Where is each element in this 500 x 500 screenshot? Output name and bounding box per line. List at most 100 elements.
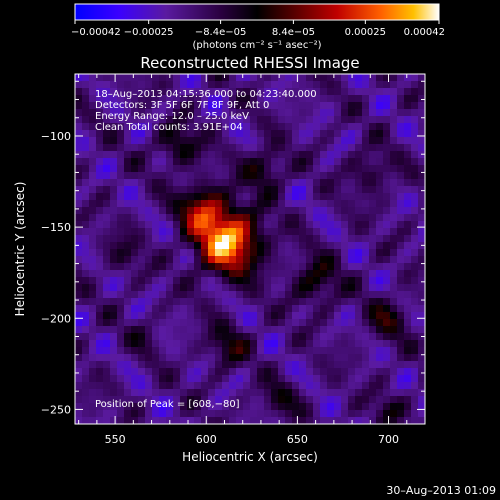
heatmap-cell <box>145 326 153 334</box>
heatmap-cell <box>201 228 209 236</box>
heatmap-cell <box>299 130 307 138</box>
heatmap-cell <box>82 347 90 355</box>
heatmap-cell <box>131 333 139 341</box>
heatmap-cell <box>131 312 139 320</box>
heatmap-cell <box>369 214 377 222</box>
heatmap-cell <box>292 193 300 201</box>
heatmap-cell <box>103 109 111 117</box>
heatmap-cell <box>376 207 384 215</box>
heatmap-cell <box>243 137 251 145</box>
heatmap-cell <box>124 256 132 264</box>
heatmap-cell <box>201 284 209 292</box>
heatmap-cell <box>208 368 216 376</box>
heatmap-cell <box>397 375 405 383</box>
heatmap-cell <box>236 214 244 222</box>
heatmap-cell <box>117 417 125 425</box>
heatmap-cell <box>271 102 279 110</box>
heatmap-cell <box>278 116 286 124</box>
heatmap-cell <box>194 109 202 117</box>
heatmap-cell <box>341 130 349 138</box>
heatmap-cell <box>271 375 279 383</box>
heatmap-cell <box>299 186 307 194</box>
heatmap-cell <box>334 291 342 299</box>
heatmap-cell <box>397 361 405 369</box>
heatmap-cell <box>264 291 272 299</box>
heatmap-cell <box>145 74 153 82</box>
heatmap-cell <box>376 326 384 334</box>
heatmap-cell <box>341 396 349 404</box>
heatmap-cell <box>208 312 216 320</box>
heatmap-cell <box>383 123 391 131</box>
heatmap-cell <box>264 235 272 243</box>
heatmap-cell <box>320 249 328 257</box>
heatmap-cell <box>376 263 384 271</box>
heatmap-cell <box>397 284 405 292</box>
heatmap-cell <box>285 277 293 285</box>
heatmap-cell <box>320 123 328 131</box>
heatmap-cell <box>110 347 118 355</box>
heatmap-cell <box>383 116 391 124</box>
heatmap-cell <box>313 172 321 180</box>
heatmap-cell <box>208 165 216 173</box>
heatmap-cell <box>75 102 83 110</box>
heatmap-cell <box>201 277 209 285</box>
heatmap-cell <box>145 144 153 152</box>
heatmap-cell <box>306 137 314 145</box>
heatmap-cell <box>313 137 321 145</box>
heatmap-cell <box>82 172 90 180</box>
heatmap-cell <box>152 312 160 320</box>
heatmap-cell <box>222 228 230 236</box>
heatmap-cell <box>383 354 391 362</box>
heatmap-cell <box>250 375 258 383</box>
heatmap-cell <box>271 179 279 187</box>
heatmap-cell <box>75 109 83 117</box>
colorbar-tick-label: −8.4e−05 <box>195 27 247 38</box>
heatmap-cell <box>180 291 188 299</box>
heatmap-cell <box>103 130 111 138</box>
heatmap-cell <box>187 179 195 187</box>
heatmap-cell <box>418 305 426 313</box>
heatmap-cell <box>383 137 391 145</box>
heatmap-cell <box>369 179 377 187</box>
heatmap-cell <box>299 172 307 180</box>
heatmap-cell <box>348 326 356 334</box>
heatmap-cell <box>229 179 237 187</box>
heatmap-cell <box>411 193 419 201</box>
heatmap-cell <box>131 256 139 264</box>
heatmap-cell <box>215 326 223 334</box>
heatmap-cell <box>397 151 405 159</box>
heatmap-cell <box>257 88 265 96</box>
heatmap-cell <box>103 347 111 355</box>
heatmap-cell <box>145 242 153 250</box>
heatmap-cell <box>236 319 244 327</box>
heatmap-cell <box>320 256 328 264</box>
heatmap-cell <box>341 312 349 320</box>
heatmap-cell <box>306 375 314 383</box>
heatmap-cell <box>187 221 195 229</box>
heatmap-cell <box>159 214 167 222</box>
heatmap-cell <box>362 396 370 404</box>
heatmap-cell <box>271 291 279 299</box>
heatmap-cell <box>390 333 398 341</box>
heatmap-cell <box>159 354 167 362</box>
heatmap-cell <box>96 270 104 278</box>
heatmap-cell <box>166 291 174 299</box>
heatmap-cell <box>117 88 125 96</box>
heatmap-cell <box>96 109 104 117</box>
heatmap-cell <box>376 137 384 145</box>
heatmap-cell <box>180 193 188 201</box>
heatmap-cell <box>138 242 146 250</box>
heatmap-cell <box>418 277 426 285</box>
heatmap-cell <box>201 249 209 257</box>
heatmap-cell <box>229 333 237 341</box>
heatmap-cell <box>138 368 146 376</box>
heatmap-cell <box>411 102 419 110</box>
heatmap-cell <box>341 354 349 362</box>
heatmap-cell <box>243 277 251 285</box>
heatmap-cell <box>348 81 356 89</box>
heatmap-cell <box>313 102 321 110</box>
heatmap-cell <box>418 74 426 82</box>
heatmap-cell <box>215 207 223 215</box>
heatmap-cell <box>215 109 223 117</box>
heatmap-cell <box>320 417 328 425</box>
